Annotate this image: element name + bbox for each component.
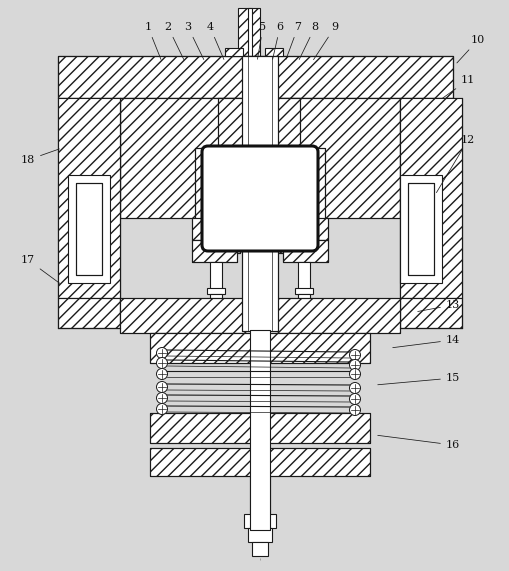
Bar [218,98,300,148]
Bar [150,448,370,476]
Circle shape [350,383,360,393]
Bar [120,98,240,218]
Bar [283,240,328,262]
Bar [298,294,310,302]
Bar [58,98,120,298]
Bar [192,218,237,240]
Bar [248,528,272,542]
Text: 2: 2 [164,22,184,59]
Text: 13: 13 [418,300,460,312]
Circle shape [156,404,167,415]
Bar [150,413,370,443]
Text: 6: 6 [273,22,284,59]
Bar [400,298,462,328]
Bar [248,8,252,56]
Bar [400,98,462,298]
Bar [150,333,370,363]
Bar [192,240,237,262]
Bar [58,56,453,98]
Bar [242,56,278,331]
Bar [195,148,240,253]
Bar [207,288,225,294]
Bar [265,48,283,56]
Bar [280,98,400,218]
Bar [120,98,240,218]
FancyBboxPatch shape [202,146,318,251]
Bar [242,56,278,331]
Bar [283,240,328,262]
Bar [250,476,270,514]
Bar [58,298,120,328]
Text: 11: 11 [442,75,475,98]
Circle shape [156,357,167,368]
Circle shape [350,393,360,404]
Bar [192,218,237,240]
Bar [76,183,102,275]
Bar [283,218,328,240]
Bar [295,288,313,294]
Circle shape [156,381,167,392]
Bar [195,148,240,253]
Bar [58,56,453,98]
Circle shape [350,404,360,416]
Bar [68,175,110,283]
Circle shape [156,368,167,380]
Text: 14: 14 [393,335,460,348]
Circle shape [350,349,360,360]
Text: 3: 3 [184,22,204,59]
Text: 10: 10 [457,35,485,63]
Bar [298,262,310,294]
Bar [278,148,325,253]
Text: 1: 1 [145,22,161,59]
Circle shape [350,360,360,371]
Text: 16: 16 [378,435,460,450]
Bar [250,330,270,530]
Bar [210,294,222,302]
Text: 7: 7 [286,22,301,59]
Bar [120,298,400,333]
Bar [400,175,442,283]
Text: 8: 8 [299,22,319,59]
Text: 17: 17 [21,255,60,283]
Bar [76,183,102,275]
Circle shape [156,348,167,359]
Bar [150,413,370,443]
Bar [238,8,250,56]
Circle shape [350,368,360,380]
Bar [150,333,370,363]
Text: 15: 15 [378,373,460,385]
Bar [225,48,243,56]
Bar [210,262,222,294]
Bar [244,514,276,528]
Text: 12: 12 [436,135,475,192]
Bar [192,240,237,262]
Bar [408,183,434,275]
Circle shape [156,392,167,404]
Bar [280,98,400,218]
Bar [400,298,462,328]
Bar [283,218,328,240]
Bar [58,298,120,328]
Bar [58,98,120,298]
Text: 9: 9 [314,22,338,60]
Bar [218,98,300,148]
Bar [408,183,434,275]
Bar [400,98,462,298]
Bar [120,298,400,333]
Bar [250,8,260,56]
Bar [278,148,325,253]
Bar [252,542,268,556]
Text: 5: 5 [258,22,267,59]
Bar [150,448,370,476]
Text: 18: 18 [21,149,60,165]
Bar [58,56,453,98]
Text: 4: 4 [207,22,224,59]
